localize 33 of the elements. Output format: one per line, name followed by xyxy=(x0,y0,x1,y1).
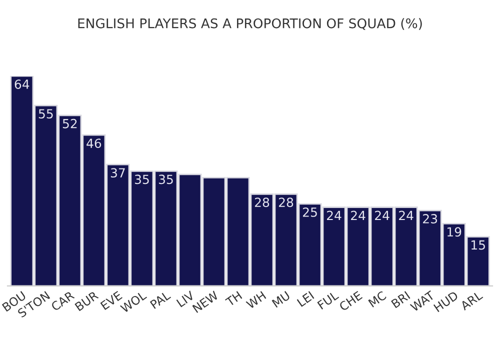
x-tick-label: BRI xyxy=(391,291,410,308)
data-label: 24 xyxy=(327,210,342,220)
x-tick-label: CAR xyxy=(50,290,75,312)
data-label: 25 xyxy=(302,207,317,217)
data-label: 35 xyxy=(134,174,149,184)
x-tick-label: WOL xyxy=(120,290,148,314)
data-label: 19 xyxy=(448,227,462,237)
x-tick-label: ARL xyxy=(460,290,484,311)
chart-title: ENGLISH PLAYERS AS A PROPORTION OF SQUAD (%) xyxy=(78,18,422,30)
x-tick-label: CHE xyxy=(338,290,363,312)
data-label: 23 xyxy=(423,214,438,224)
data-label: 28 xyxy=(254,198,270,208)
x-tick-label: PAL xyxy=(150,290,172,309)
x-tick-label: LEI xyxy=(296,291,314,307)
data-label: 52 xyxy=(62,118,77,128)
data-label: 55 xyxy=(38,109,53,118)
x-tick-label: HUD xyxy=(433,290,459,312)
data-label: 64 xyxy=(14,80,30,89)
data-label: 35 xyxy=(158,174,173,184)
x-tick-label: MU xyxy=(272,291,290,308)
x-tick-label: BUR xyxy=(74,290,99,312)
data-label: 46 xyxy=(86,138,102,148)
x-tick-label: MC xyxy=(368,290,387,308)
data-label: 37 xyxy=(110,168,125,178)
x-tick-label: TH xyxy=(224,291,242,307)
data-label: 15 xyxy=(472,240,485,250)
x-tick-label: FUL xyxy=(317,290,340,310)
x-tick-label: EVE xyxy=(100,290,122,310)
data-label: 24 xyxy=(351,210,366,220)
x-tick-label: WH xyxy=(246,291,266,310)
data-label: 24 xyxy=(399,210,414,220)
data-label: 28 xyxy=(278,198,294,208)
data-label: 24 xyxy=(375,210,390,220)
